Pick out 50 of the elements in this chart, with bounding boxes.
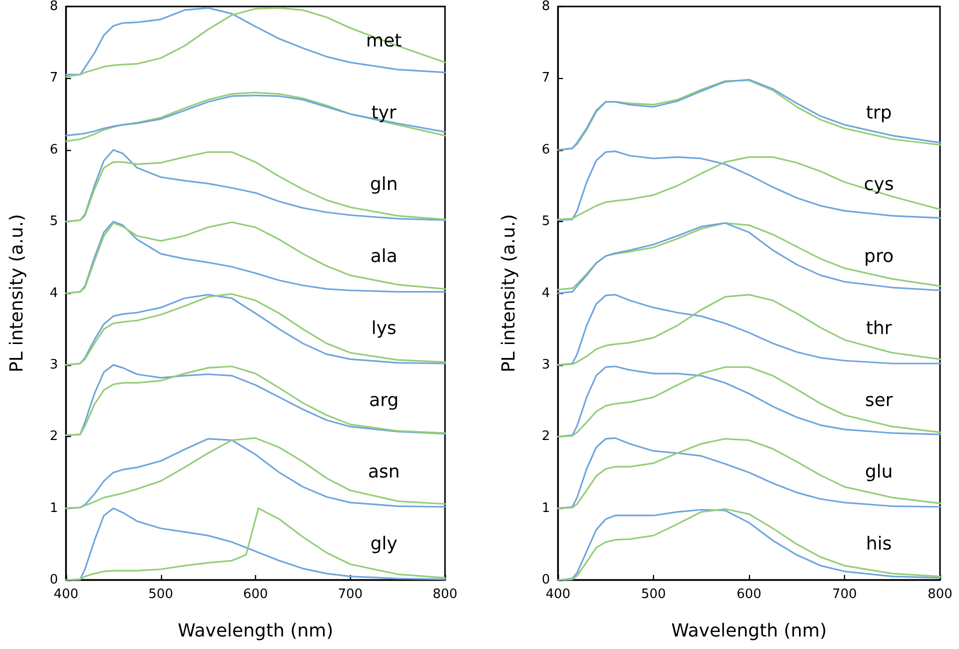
x-axis-title: Wavelength (nm) (671, 620, 827, 642)
y-tick-label: 7 (50, 70, 58, 86)
x-tick-label: 400 (546, 587, 570, 602)
annotation: trp (866, 102, 892, 124)
y-tick-label: 5 (542, 214, 550, 230)
y-tick-label: 3 (50, 357, 58, 372)
annotation: gly (370, 534, 398, 555)
y-tick-label: 1 (50, 500, 58, 516)
y-tick-label: 8 (50, 0, 58, 14)
x-tick-label: 600 (243, 587, 268, 602)
y-tick-label: 3 (542, 357, 550, 372)
x-tick-label: 800 (928, 587, 952, 602)
y-tick-label: 6 (542, 142, 550, 158)
y-tick-label: 6 (50, 142, 58, 158)
annotation: met (366, 30, 402, 52)
y-axis-title: PL intensity (a.u.) (498, 214, 520, 372)
annotation: cys (864, 174, 894, 196)
y-tick-label: 2 (50, 429, 58, 444)
annotation: his (866, 534, 892, 555)
annotation: gln (370, 174, 398, 196)
x-axis-title: Wavelength (nm) (178, 620, 334, 642)
line-series (65, 94, 446, 136)
annotation: lys (371, 318, 396, 339)
annotation: glu (864, 462, 893, 483)
annotation: pro (864, 246, 894, 268)
line-series (65, 92, 446, 142)
y-tick-label: 8 (542, 0, 550, 14)
x-tick-label: 500 (148, 587, 174, 602)
annotation: ser (864, 390, 894, 411)
x-tick-label: 700 (832, 587, 857, 602)
x-tick-label: 500 (641, 587, 666, 602)
annotation: tyr (371, 102, 398, 124)
x-tick-label: 400 (54, 587, 78, 602)
annotation: thr (866, 318, 892, 339)
y-tick-label: 5 (50, 214, 58, 230)
y-tick-label: 4 (50, 286, 58, 301)
annotation: ala (370, 246, 398, 268)
annotation: arg (369, 390, 399, 411)
y-tick-label: 4 (542, 286, 550, 301)
y-tick-label: 2 (542, 429, 550, 444)
y-tick-label: 7 (542, 70, 550, 86)
y-tick-label: 0 (542, 572, 550, 588)
x-tick-label: 800 (432, 587, 458, 602)
y-tick-label: 1 (542, 500, 550, 516)
annotation: asn (368, 462, 400, 483)
y-tick-label: 0 (50, 572, 58, 588)
y-axis-title: PL intensity (a.u.) (6, 214, 28, 372)
line-series (557, 294, 941, 366)
x-tick-label: 600 (736, 587, 762, 602)
x-tick-label: 700 (338, 587, 363, 602)
